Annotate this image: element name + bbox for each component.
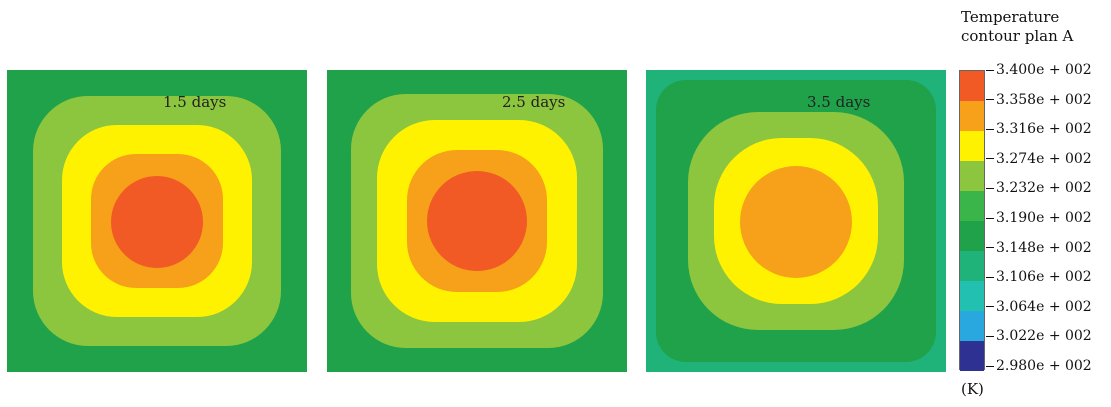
tick-label: 3.190e + 002	[986, 210, 1092, 226]
contour-plot-2	[327, 70, 627, 372]
tick-label: 3.148e + 002	[986, 240, 1092, 256]
color-band-2	[960, 131, 984, 161]
tick-label: 2.980e + 002	[986, 358, 1092, 374]
time-label: 1.5 days	[163, 93, 227, 111]
color-band-0	[960, 71, 984, 101]
contour-plot-3	[646, 70, 946, 372]
contour-panel-2-5-days: 2.5 days	[327, 70, 627, 372]
color-band-8	[960, 311, 984, 341]
legend-title: Temperature contour plan A	[961, 8, 1073, 46]
band-core	[111, 176, 203, 268]
band-core	[740, 166, 852, 278]
contour-plot-1	[7, 70, 307, 372]
color-scale-bar	[959, 70, 985, 371]
tick-label: 3.358e + 002	[986, 92, 1092, 108]
tick-label: 3.400e + 002	[986, 62, 1092, 78]
tick-label: 3.022e + 002	[986, 328, 1092, 344]
tick-label: 3.274e + 002	[986, 151, 1092, 167]
contour-panel-3-5-days: 3.5 days	[646, 70, 946, 372]
contour-panel-1-5-days: 1.5 days	[7, 70, 307, 372]
color-band-4	[960, 191, 984, 221]
band-core	[427, 171, 527, 271]
tick-label: 3.232e + 002	[986, 180, 1092, 196]
legend-title-line-1: Temperature	[961, 8, 1060, 26]
time-label: 2.5 days	[502, 93, 566, 111]
color-band-1	[960, 101, 984, 131]
color-band-5	[960, 221, 984, 251]
unit-label: (K)	[961, 380, 984, 398]
tick-label: 3.316e + 002	[986, 121, 1092, 137]
tick-label: 3.064e + 002	[986, 299, 1092, 315]
time-label: 3.5 days	[807, 93, 871, 111]
color-band-7	[960, 281, 984, 311]
color-band-6	[960, 251, 984, 281]
legend-title-line-2: contour plan A	[961, 27, 1074, 45]
tick-label: 3.106e + 002	[986, 269, 1092, 285]
color-band-9	[960, 341, 984, 371]
color-band-3	[960, 161, 984, 191]
